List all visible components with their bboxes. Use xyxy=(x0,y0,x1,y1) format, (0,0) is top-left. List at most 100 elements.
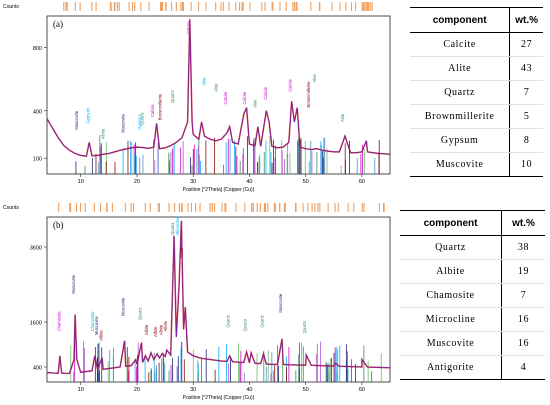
peak-label: Albite xyxy=(144,324,149,335)
peak-label: Alite xyxy=(340,113,345,122)
wt-percent-cell: 27 xyxy=(509,32,543,57)
wt-percent-cell: 16 xyxy=(501,331,545,356)
diffraction-pattern-line xyxy=(46,220,391,374)
table-row: Albite 19 xyxy=(400,259,545,284)
table-row: Muscovite 10 xyxy=(410,152,543,177)
table-row: Gypsum 8 xyxy=(410,128,543,153)
x-tick-label: 40 xyxy=(246,179,252,185)
y-tick-label: 3600 xyxy=(30,246,42,252)
table-row: Calcite 27 xyxy=(410,32,543,57)
peak-label: Quartz xyxy=(170,222,175,235)
x-tick-label: 10 xyxy=(78,179,84,185)
peak-label: Muscovite xyxy=(121,113,126,133)
table-header-wt: wt.% xyxy=(501,210,545,236)
peak-label: Calcite xyxy=(288,78,293,91)
peak-label: Muscovite xyxy=(94,316,99,336)
peak-label: Gypsum xyxy=(86,107,91,123)
wt-percent-cell: 7 xyxy=(509,80,543,105)
x-tick-label: 20 xyxy=(134,179,140,185)
x-tick-label: 30 xyxy=(190,387,196,393)
table-row: Microcline 16 xyxy=(400,307,545,332)
peak-label: Brownmillerite xyxy=(306,81,311,108)
peak-label: Calcite xyxy=(263,86,268,99)
wt-percent-cell: 10 xyxy=(509,152,543,177)
component-name-cell: Gypsum xyxy=(410,128,510,153)
peak-label: Muscovite xyxy=(71,274,76,294)
peak-label: Albite xyxy=(153,326,158,337)
wt-percent-cell: 38 xyxy=(501,235,545,260)
y-tick-label: 1600 xyxy=(30,321,42,327)
peak-label: Muscovite xyxy=(121,297,126,317)
component-name-cell: Calcite xyxy=(410,32,510,57)
peak-label: Quartz xyxy=(140,112,145,125)
y-tick-label: 400 xyxy=(33,366,42,372)
table-header-component: component xyxy=(400,210,502,236)
reference-tick-strip xyxy=(63,2,373,11)
x-axis-label: Position [°2Theta] (Copper (Cu)) xyxy=(183,395,255,401)
x-tick-label: 50 xyxy=(303,179,309,185)
peak-label: Muscovite xyxy=(74,110,79,130)
peak-label: Albite xyxy=(163,320,168,331)
peak-label: Quartz xyxy=(226,315,231,328)
component-table-a: component wt.% Calcite 27 Alite 43 Quartz 7 Br… xyxy=(410,7,543,177)
peak-label: Quartz xyxy=(259,315,264,328)
wt-percent-cell: 43 xyxy=(509,56,543,81)
peak-label: Muscovite xyxy=(278,293,283,313)
table-row: Muscovite 16 xyxy=(400,331,545,356)
reference-tick-strip xyxy=(58,203,385,212)
xrd-panel-a: 100 400 800 10 20 30 40 50 60 Muscovite Gypsum Albi… xyxy=(0,0,395,200)
component-table-b: component wt.% Quartz 38 Albite 19 Chamosite… xyxy=(400,210,545,380)
phase-reference-sticks xyxy=(70,341,382,382)
panel-label: (b) xyxy=(53,220,64,230)
wt-percent-cell: 7 xyxy=(501,283,545,308)
table-header-component: component xyxy=(410,7,510,33)
peak-label: Chamosite xyxy=(56,311,61,332)
peak-label: Chamosite xyxy=(90,311,95,332)
component-name-cell: Alite xyxy=(410,56,510,81)
wt-percent-cell: 8 xyxy=(509,128,543,153)
xrd-chart-a: 100 400 800 10 20 30 40 50 60 Muscovite Gypsum Albi… xyxy=(3,2,391,193)
x-tick-label: 30 xyxy=(190,179,196,185)
peak-label: Calcite xyxy=(242,91,247,104)
x-tick-label: 20 xyxy=(134,387,140,393)
peak-label: Calcite xyxy=(150,104,155,117)
peak-label: Microcline xyxy=(175,215,180,235)
table-row: Chamosite 7 xyxy=(400,283,545,308)
component-name-cell: Muscovite xyxy=(400,331,502,356)
diffraction-pattern-line xyxy=(46,19,391,157)
component-name-cell: Albite xyxy=(400,259,502,284)
peak-label: Alite xyxy=(253,99,258,108)
peak-label: Albite xyxy=(158,324,163,335)
component-name-cell: Quartz xyxy=(410,80,510,105)
table-row: Quartz 38 xyxy=(400,235,545,260)
peak-label: Calcite xyxy=(223,91,228,104)
y-tick-label: 800 xyxy=(33,46,42,52)
y-unit-label: Counts xyxy=(3,205,19,211)
peak-label: Alite xyxy=(213,83,218,92)
table-row: Alite 43 xyxy=(410,56,543,81)
wt-percent-cell: 19 xyxy=(501,259,545,284)
x-tick-label: 10 xyxy=(78,387,84,393)
component-name-cell: Antigorite xyxy=(400,355,502,380)
peak-label: Alite xyxy=(202,77,207,86)
peak-label: Calcite xyxy=(186,21,191,34)
peak-label: Albite xyxy=(100,128,105,139)
table-header-wt: wt.% xyxy=(509,7,543,33)
x-axis-label: Position [°2Theta] (Copper (Cu)) xyxy=(183,187,255,193)
table-row: Brownmillerite 5 xyxy=(410,104,543,129)
x-tick-label: 50 xyxy=(303,387,309,393)
table-row: Antigorite 4 xyxy=(400,355,545,380)
x-tick-label: 60 xyxy=(359,179,365,185)
component-name-cell: Muscovite xyxy=(410,152,510,177)
x-tick-label: 40 xyxy=(246,387,252,393)
table-row: Quartz 7 xyxy=(410,80,543,105)
peak-label: Alite xyxy=(312,74,317,83)
y-tick-label: 400 xyxy=(33,109,42,115)
peak-label: Quartz xyxy=(243,319,248,332)
component-name-cell: Chamosite xyxy=(400,283,502,308)
peak-label: Quartz xyxy=(170,90,175,103)
y-tick-label: 100 xyxy=(33,157,42,163)
plot-frame xyxy=(46,15,391,175)
phase-reference-sticks xyxy=(75,134,380,174)
